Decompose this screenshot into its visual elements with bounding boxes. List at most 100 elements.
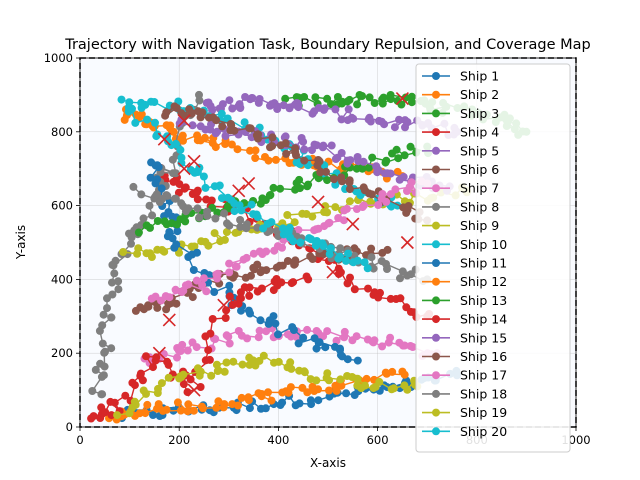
data-point [153, 303, 162, 312]
data-point [211, 143, 220, 152]
data-point [88, 387, 97, 395]
data-point [353, 356, 362, 365]
data-point [278, 243, 286, 252]
data-point [225, 281, 234, 290]
data-point [254, 134, 262, 143]
data-point [294, 103, 303, 112]
data-point [287, 364, 296, 373]
legend-swatch-marker [432, 184, 440, 193]
data-point [386, 169, 395, 178]
legend-label: Ship 7 [460, 181, 499, 196]
data-point [313, 161, 322, 170]
data-point [151, 118, 159, 127]
data-point [227, 195, 236, 204]
data-point [398, 367, 407, 376]
data-point [255, 95, 264, 103]
legend-entry: Ship 14 [422, 312, 507, 327]
data-point [353, 100, 362, 109]
data-point [299, 137, 308, 146]
data-point [327, 141, 336, 150]
data-point [276, 141, 285, 150]
data-point [134, 244, 143, 253]
data-point [295, 399, 304, 408]
data-point [137, 103, 146, 112]
data-point [352, 187, 361, 196]
data-point [179, 370, 188, 379]
data-point [179, 380, 188, 389]
data-point [331, 203, 340, 212]
data-point [213, 269, 222, 278]
data-point [286, 383, 295, 392]
data-point [369, 384, 378, 392]
data-point [349, 114, 358, 123]
data-point [312, 225, 321, 234]
data-point [225, 268, 234, 277]
data-point [332, 336, 341, 345]
data-point [169, 177, 178, 186]
data-point [240, 118, 249, 127]
data-point [128, 104, 136, 113]
legend-entry: Ship 20 [422, 424, 507, 439]
legend-label: Ship 12 [460, 274, 507, 289]
data-point [108, 290, 117, 299]
data-point [210, 288, 219, 296]
legend-entry: Ship 18 [422, 386, 507, 401]
data-point [346, 273, 354, 282]
data-point [164, 360, 173, 369]
legend-entry: Ship 15 [422, 330, 507, 345]
target-marker [177, 162, 191, 176]
legend-swatch-marker [432, 315, 440, 324]
data-point [246, 124, 255, 133]
data-point [380, 120, 389, 129]
data-point [99, 371, 108, 380]
data-point [379, 93, 388, 102]
data-point [338, 177, 346, 186]
data-point [173, 398, 182, 407]
data-point [107, 344, 116, 353]
data-point [261, 404, 270, 413]
data-point [225, 292, 234, 301]
legend-label: Ship 20 [460, 424, 507, 439]
legend-swatch-marker [432, 109, 440, 118]
data-point [200, 133, 209, 142]
data-point [344, 105, 353, 114]
data-point [252, 210, 261, 219]
data-point [323, 176, 332, 185]
data-point [253, 287, 262, 296]
data-point [289, 278, 298, 287]
data-point [310, 140, 319, 149]
data-point [238, 360, 247, 369]
data-point [193, 188, 201, 197]
data-point [259, 224, 268, 233]
legend-label: Ship 10 [460, 237, 507, 252]
data-point [325, 386, 333, 395]
data-point [375, 377, 384, 386]
target-marker [346, 217, 360, 231]
data-point [345, 185, 354, 194]
data-point [100, 362, 109, 371]
data-point [103, 304, 111, 313]
x-axis-label: X-axis [310, 456, 346, 470]
data-point [374, 166, 383, 174]
data-point [171, 169, 180, 178]
data-point [129, 182, 138, 191]
data-point [300, 93, 309, 101]
data-point [204, 241, 213, 250]
data-point [352, 332, 361, 341]
data-point [269, 183, 278, 192]
data-point [110, 398, 119, 407]
data-point [274, 357, 283, 366]
data-point [254, 333, 263, 342]
y-tick-label: 1000 [44, 51, 73, 65]
data-point [311, 93, 320, 102]
data-point [319, 141, 328, 150]
data-point [378, 99, 387, 108]
legend-entry: Ship 13 [422, 293, 507, 308]
legend-label: Ship 9 [460, 218, 499, 233]
data-point [391, 185, 400, 194]
legend-entry: Ship 1 [422, 69, 499, 84]
y-tick-label: 600 [51, 199, 73, 213]
data-point [234, 401, 242, 410]
data-point [237, 306, 245, 315]
